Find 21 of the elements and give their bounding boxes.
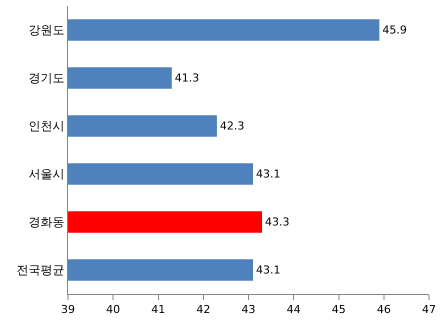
data-label: 43.1 [256,264,281,276]
x-tick-label: 40 [106,303,120,316]
x-tick-label: 42 [196,303,210,316]
x-tick-label: 44 [286,303,301,316]
data-label: 43.3 [265,216,290,228]
x-tick-label: 47 [422,303,436,316]
y-tick-label: 인천시 [28,119,65,134]
y-tick-label: 강원도 [28,23,65,38]
x-tick-label: 39 [61,303,75,316]
data-label: 41.3 [174,72,200,84]
data-label: 45.9 [382,24,407,36]
data-label: 43.1 [256,168,281,180]
x-tick-label: 41 [151,303,166,316]
data-label: 42.3 [220,120,244,132]
x-tick-label: 45 [332,303,346,316]
y-tick-label: 서울시 [28,167,65,182]
x-tick-label: 46 [376,303,391,316]
x-tick-label: 43 [242,303,256,316]
y-tick-label: 경화동 [28,215,65,230]
y-tick-label: 경기도 [28,71,65,86]
y-tick-label: 전국평균 [16,263,65,278]
